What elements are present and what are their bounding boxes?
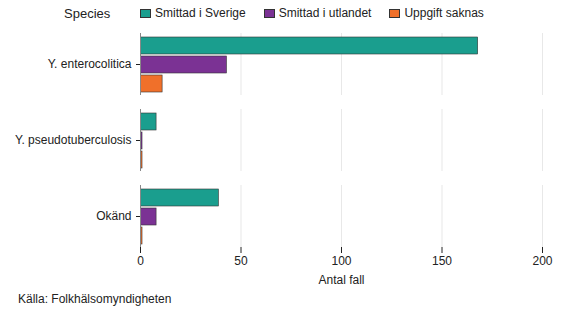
html-text:Species: Species xyxy=(64,5,111,21)
svg-text:50: 50 xyxy=(234,254,248,268)
html-text:Källa: Folkhälsomyndigheten: Källa: Folkhälsomyndigheten xyxy=(18,292,172,306)
svg-text:200: 200 xyxy=(532,254,552,268)
svg-text:Okänd: Okänd xyxy=(96,209,131,223)
svg-text:Y. pseudotuberculosis: Y. pseudotuberculosis xyxy=(15,133,132,147)
svg-text:150: 150 xyxy=(432,254,452,268)
html-text:Smittad i Sverige: Smittad i Sverige xyxy=(155,6,246,20)
html-text:Smittad i utlandet: Smittad i utlandet xyxy=(278,6,372,20)
svg-text:0: 0 xyxy=(137,254,144,268)
svg-text:100: 100 xyxy=(331,254,351,268)
svg-text:Antal fall: Antal fall xyxy=(318,273,364,287)
svg-text:Y. enterocolitica: Y. enterocolitica xyxy=(48,57,132,71)
html-text:Uppgift saknas: Uppgift saknas xyxy=(404,6,484,20)
